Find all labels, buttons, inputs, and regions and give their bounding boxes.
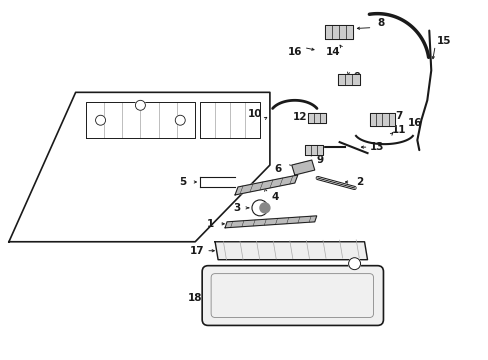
Circle shape bbox=[260, 203, 269, 213]
Text: 9: 9 bbox=[316, 155, 323, 165]
Bar bbox=[324, 24, 352, 39]
Text: 5: 5 bbox=[179, 177, 186, 187]
Bar bbox=[307, 113, 325, 123]
Polygon shape bbox=[9, 92, 269, 242]
Circle shape bbox=[95, 115, 105, 125]
Circle shape bbox=[251, 200, 267, 216]
Bar bbox=[369, 113, 395, 126]
Text: 12: 12 bbox=[292, 112, 306, 122]
Bar bbox=[337, 75, 359, 85]
Text: 15: 15 bbox=[436, 36, 450, 46]
Bar bbox=[304, 145, 322, 155]
Polygon shape bbox=[224, 216, 316, 228]
Polygon shape bbox=[235, 175, 297, 195]
Polygon shape bbox=[215, 242, 367, 260]
Text: 18: 18 bbox=[187, 293, 202, 302]
Text: 14: 14 bbox=[325, 48, 339, 58]
FancyBboxPatch shape bbox=[202, 266, 383, 325]
Text: 7: 7 bbox=[395, 111, 402, 121]
Circle shape bbox=[135, 100, 145, 110]
Text: 10: 10 bbox=[247, 109, 262, 119]
Text: 17: 17 bbox=[189, 246, 204, 256]
Text: 2: 2 bbox=[355, 177, 363, 187]
Text: 8: 8 bbox=[377, 18, 385, 28]
Text: 11: 11 bbox=[391, 125, 406, 135]
Text: 3: 3 bbox=[233, 203, 240, 213]
Text: 9: 9 bbox=[353, 72, 360, 82]
Text: 13: 13 bbox=[369, 142, 384, 152]
Circle shape bbox=[348, 258, 360, 270]
Text: 4: 4 bbox=[271, 192, 278, 202]
Text: 16: 16 bbox=[287, 48, 302, 58]
Polygon shape bbox=[291, 160, 314, 175]
Circle shape bbox=[175, 115, 185, 125]
Text: 16: 16 bbox=[407, 118, 422, 128]
Text: 6: 6 bbox=[274, 164, 281, 174]
Text: 1: 1 bbox=[206, 219, 213, 229]
